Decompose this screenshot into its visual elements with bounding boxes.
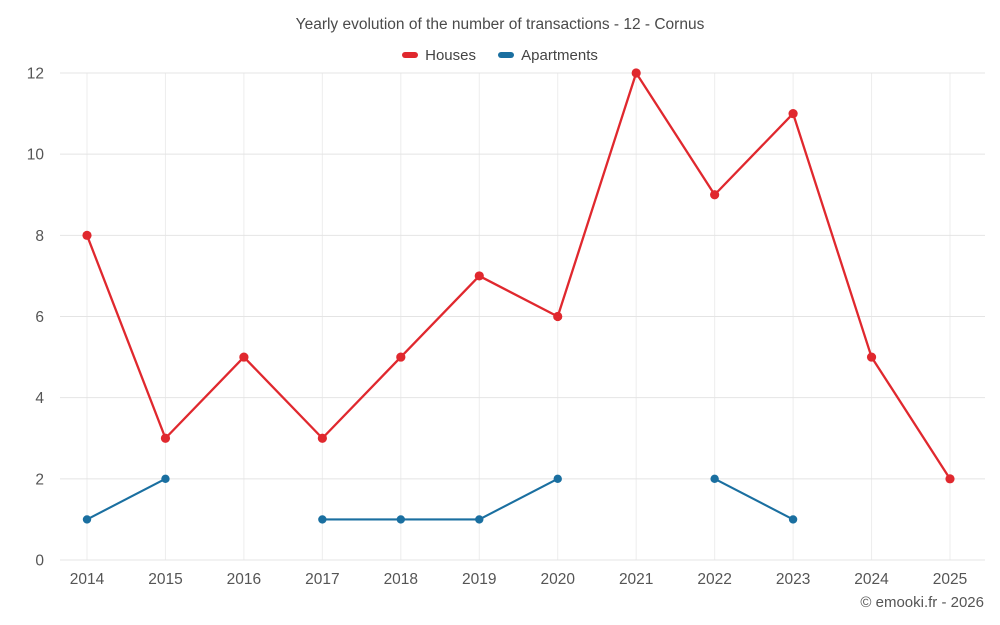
data-point-houses [788,108,798,119]
x-axis-tick-label: 2016 [227,571,261,588]
y-axis-tick-label: 6 [35,309,44,326]
y-axis-tick-label: 10 [27,147,45,164]
series-line-apartments [321,477,559,521]
legend-label-apartments: Apartments [521,46,598,64]
data-point-apartments [82,515,92,524]
houses-series-swatch-icon [402,52,419,58]
data-point-houses [160,433,171,443]
x-axis-tick-label: 2018 [384,571,418,588]
x-axis-tick-label: 2025 [933,571,967,588]
y-axis-tick-label: 4 [35,390,44,407]
apartments-series-swatch-icon [498,52,515,58]
data-point-houses [396,352,406,362]
data-point-houses [866,352,877,362]
data-point-apartments [710,474,719,484]
series-line-apartments [713,477,795,521]
legend-label-houses: Houses [425,46,476,64]
series-line-houses [85,71,952,480]
chart-title: Yearly evolution of the number of transa… [295,16,705,33]
x-axis-tick-label: 2019 [462,571,496,588]
copyright-note: © emooki.fr - 2026 [860,594,984,611]
data-point-houses [945,474,955,484]
data-point-houses [710,190,720,200]
y-axis-tick-label: 12 [27,66,44,83]
y-axis-tick-label: 8 [35,228,44,245]
series-line-apartments [85,477,167,521]
data-point-houses [82,230,92,240]
chart-legend: Houses Apartments [0,45,1000,64]
data-point-houses [631,68,641,78]
data-point-houses [553,311,563,322]
data-point-apartments [396,515,406,524]
data-point-apartments [161,474,170,484]
data-point-houses [239,352,249,362]
data-point-apartments [318,515,327,524]
x-axis-tick-label: 2020 [540,571,575,588]
x-axis-tick-label: 2023 [776,571,810,588]
x-axis-tick-label: 2024 [854,571,889,588]
legend-item-houses[interactable]: Houses [402,47,476,64]
x-axis-tick-label: 2015 [148,571,182,588]
x-axis-tick-label: 2022 [697,571,731,588]
x-axis-tick-label: 2014 [70,571,105,588]
data-point-houses [474,271,484,281]
data-point-apartments [475,515,484,524]
y-axis-tick-label: 2 [35,471,44,488]
y-axis-tick-label: 0 [35,553,44,570]
data-point-houses [317,433,327,443]
data-point-apartments [553,474,562,484]
legend-item-apartments[interactable]: Apartments [498,47,598,64]
data-point-apartments [788,515,798,524]
x-axis-tick-label: 2021 [619,571,653,588]
x-axis-tick-label: 2017 [305,571,339,588]
